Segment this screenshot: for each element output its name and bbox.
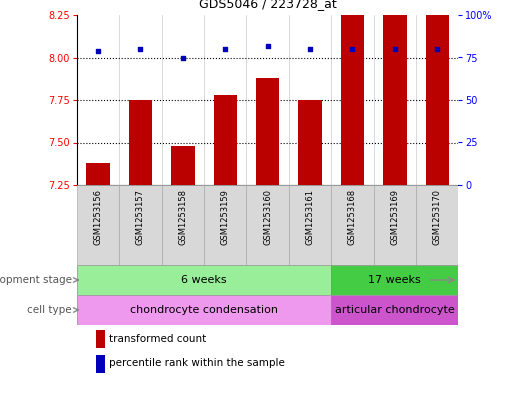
Text: GSM1253161: GSM1253161 [306,189,314,245]
Bar [289,185,331,265]
Text: GSM1253157: GSM1253157 [136,189,145,245]
Bar [341,15,364,185]
Text: chondrocyte condensation: chondrocyte condensation [130,305,278,315]
Title: GDS5046 / 223728_at: GDS5046 / 223728_at [199,0,337,11]
Bar [162,185,204,265]
Bar [246,185,289,265]
Bar [374,185,416,265]
Point [221,46,229,52]
Text: GSM1253169: GSM1253169 [391,189,399,245]
Text: GSM1253158: GSM1253158 [179,189,187,245]
Bar [96,330,105,347]
Text: percentile rank within the sample: percentile rank within the sample [109,358,285,369]
Point [263,42,272,49]
Text: GSM1253168: GSM1253168 [348,189,357,245]
Text: GSM1253170: GSM1253170 [433,189,441,245]
Point [433,46,441,52]
Bar [416,185,458,265]
Bar [214,95,237,185]
Point [306,46,314,52]
Text: cell type: cell type [27,305,72,315]
Bar [86,163,110,185]
Text: 6 weeks: 6 weeks [181,275,227,285]
Text: development stage: development stage [0,275,72,285]
Text: articular chondrocyte: articular chondrocyte [335,305,455,315]
Bar [77,265,331,295]
Bar [77,185,119,265]
Text: 17 weeks: 17 weeks [368,275,421,285]
Bar [204,185,246,265]
Bar [96,355,105,373]
Text: GSM1253160: GSM1253160 [263,189,272,245]
Point [179,54,187,61]
Bar [129,100,152,185]
Bar [256,78,279,185]
Bar [171,146,195,185]
Text: GSM1253159: GSM1253159 [221,189,229,245]
Bar [383,15,407,185]
Bar [331,295,458,325]
Bar [298,100,322,185]
Point [136,46,145,52]
Bar [331,185,374,265]
Point [94,48,102,54]
Text: transformed count: transformed count [109,334,207,343]
Bar [77,295,331,325]
Bar [426,15,449,185]
Bar [331,265,458,295]
Point [391,46,399,52]
Bar [119,185,162,265]
Point [348,46,357,52]
Text: GSM1253156: GSM1253156 [94,189,102,245]
